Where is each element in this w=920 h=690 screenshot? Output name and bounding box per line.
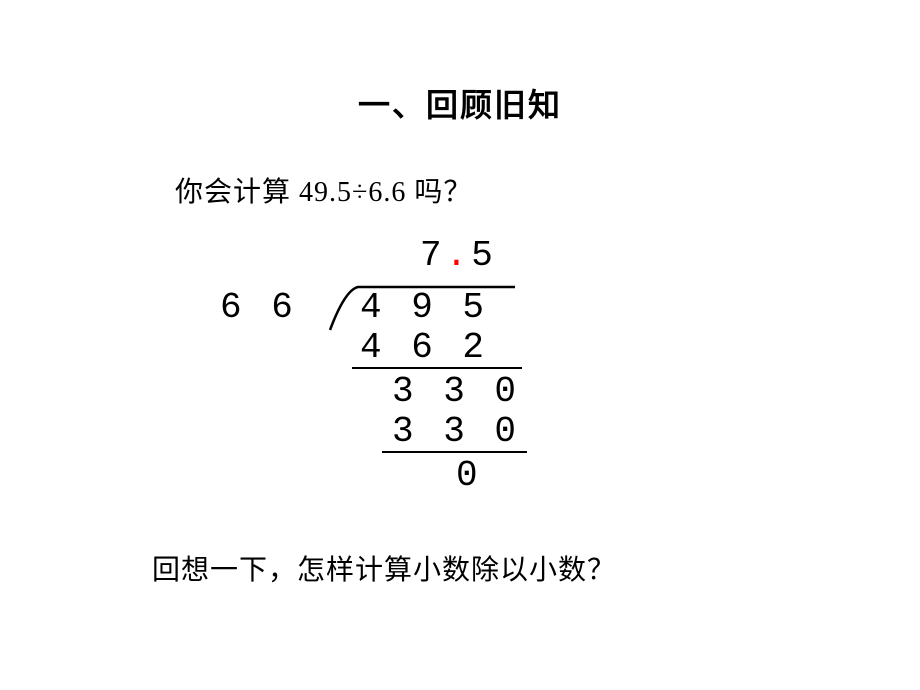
quotient-decimal: 5 bbox=[471, 235, 497, 276]
division-line-1 bbox=[352, 367, 522, 369]
question-text: 你会计算 49.5÷6.6 吗？ bbox=[175, 170, 472, 210]
decimal-point: . bbox=[446, 235, 472, 276]
quotient-integer: 7 bbox=[420, 235, 446, 276]
difference-step-1: 3 3 0 bbox=[392, 371, 520, 412]
subtraction-step-1: 4 6 2 bbox=[360, 327, 488, 368]
dividend: 4 9 5 bbox=[360, 287, 488, 328]
section-title: 一、回顾旧知 bbox=[0, 80, 920, 126]
remainder: 0 bbox=[456, 455, 482, 496]
division-line-2 bbox=[382, 451, 527, 453]
quotient: 7.5 bbox=[420, 235, 497, 276]
divisor: 6 6 bbox=[220, 287, 297, 328]
subtraction-step-2: 3 3 0 bbox=[392, 411, 520, 452]
footer-question: 回想一下，怎样计算小数除以小数？ bbox=[152, 548, 616, 588]
